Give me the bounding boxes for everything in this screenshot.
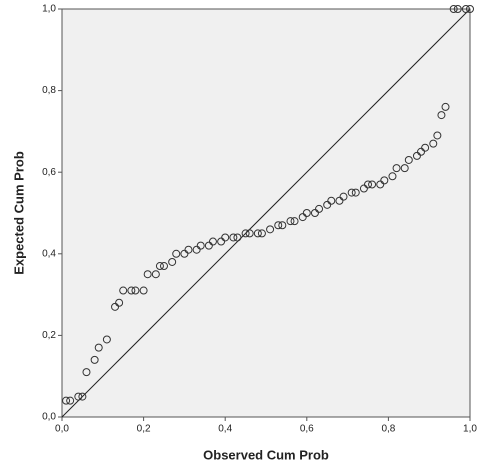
y-tick-label: 0,6 [42, 167, 56, 178]
x-tick-label: 0,0 [55, 424, 69, 435]
x-tick-label: 0,8 [381, 424, 395, 435]
y-tick-label: 0,2 [42, 330, 56, 341]
x-tick-label: 0,4 [218, 424, 232, 435]
x-tick-label: 0,2 [137, 424, 151, 435]
x-tick-label: 1,0 [463, 424, 477, 435]
chart: Observed Cum Prob Expected Cum Prob 0,00… [0, 0, 482, 467]
y-tick-label: 0,0 [42, 412, 56, 423]
y-tick-label: 0,4 [42, 248, 56, 259]
y-axis-label: Expected Cum Prob [11, 151, 26, 275]
x-tick-label: 0,6 [300, 424, 314, 435]
page: Observed Cum Prob Expected Cum Prob 0,00… [0, 0, 482, 467]
y-tick-label: 0,8 [42, 85, 56, 96]
y-tick-label: 1,0 [42, 4, 56, 15]
x-axis-label: Observed Cum Prob [203, 447, 329, 462]
